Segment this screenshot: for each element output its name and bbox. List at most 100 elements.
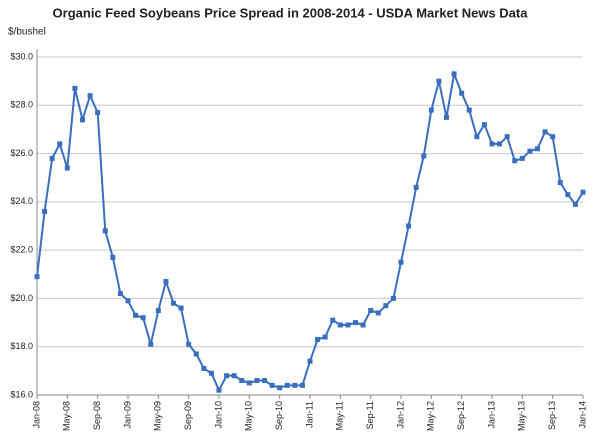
x-tick-label: Jan-12 xyxy=(395,401,405,429)
data-point xyxy=(299,382,305,388)
data-point xyxy=(375,310,381,316)
x-tick-label: May-12 xyxy=(426,401,436,431)
x-tick-label: May-09 xyxy=(153,401,163,431)
data-point xyxy=(254,378,260,384)
data-point xyxy=(512,158,518,164)
data-point xyxy=(345,322,351,328)
x-tick-label: Sep-10 xyxy=(274,401,284,430)
data-point xyxy=(208,370,214,376)
data-point xyxy=(398,259,404,265)
y-tick-label: $20.0 xyxy=(10,293,33,303)
data-point xyxy=(42,209,48,215)
data-point xyxy=(102,228,108,234)
data-point xyxy=(451,71,457,77)
chart-title: Organic Feed Soybeans Price Spread in 20… xyxy=(53,5,529,20)
x-tick-label: Jan-09 xyxy=(122,401,132,429)
data-point xyxy=(269,382,275,388)
data-point xyxy=(519,155,525,161)
data-point xyxy=(155,308,161,313)
x-tick-label: Jan-11 xyxy=(304,401,314,428)
data-point xyxy=(550,134,556,140)
data-point xyxy=(140,315,146,321)
data-point xyxy=(474,134,480,140)
data-point xyxy=(163,279,169,285)
data-point xyxy=(178,305,184,311)
x-tick-label: Sep-12 xyxy=(456,401,466,430)
x-tick-label: May-08 xyxy=(62,401,72,431)
data-point xyxy=(292,382,298,388)
y-tick-label: $16.0 xyxy=(10,389,33,399)
data-point xyxy=(64,165,70,171)
x-tick-label: Sep-09 xyxy=(183,401,193,430)
data-point xyxy=(216,387,222,393)
data-point xyxy=(57,141,63,147)
data-point xyxy=(193,351,199,357)
x-tick-label: May-13 xyxy=(517,401,527,431)
data-point xyxy=(383,303,389,309)
x-tick-label: Jan-10 xyxy=(213,401,223,429)
data-point xyxy=(201,365,207,371)
data-point xyxy=(315,336,321,342)
data-point xyxy=(360,322,366,328)
data-point xyxy=(262,378,267,384)
data-point xyxy=(322,334,328,340)
data-point xyxy=(171,300,176,306)
data-point xyxy=(368,308,374,313)
x-tick-label: May-11 xyxy=(335,401,345,430)
data-point xyxy=(49,155,55,161)
x-tick-label: Jan-08 xyxy=(31,401,41,429)
data-point xyxy=(133,312,139,318)
data-point xyxy=(580,189,586,195)
data-point xyxy=(535,146,540,152)
data-point xyxy=(186,341,192,347)
data-point xyxy=(542,129,548,135)
data-point xyxy=(95,110,101,116)
data-point xyxy=(110,254,116,260)
data-point xyxy=(353,320,358,326)
data-point xyxy=(125,298,131,304)
data-point xyxy=(34,274,40,280)
data-point xyxy=(87,93,93,99)
data-point xyxy=(421,153,427,159)
data-point xyxy=(428,107,434,113)
data-point xyxy=(307,358,313,364)
data-point xyxy=(406,223,412,229)
data-point xyxy=(436,78,442,84)
data-point xyxy=(246,380,252,386)
data-point xyxy=(390,295,396,301)
data-point xyxy=(572,201,578,207)
data-point xyxy=(481,122,487,128)
x-tick-label: Sep-08 xyxy=(92,401,102,430)
data-point xyxy=(497,141,503,147)
data-point xyxy=(413,184,419,190)
data-point xyxy=(504,134,510,140)
data-point xyxy=(444,114,449,120)
data-point xyxy=(148,341,154,347)
data-point xyxy=(239,378,245,384)
data-point xyxy=(277,385,283,391)
x-tick-label: Sep-11 xyxy=(365,401,375,429)
data-point xyxy=(489,141,495,147)
data-point xyxy=(459,90,465,96)
data-point xyxy=(231,373,237,379)
data-point xyxy=(117,291,123,297)
data-point xyxy=(330,317,336,323)
data-point xyxy=(224,373,230,379)
y-axis-label: $/bushel xyxy=(8,27,46,38)
x-tick-label: Jan-13 xyxy=(486,401,496,429)
data-point xyxy=(466,107,472,113)
data-line xyxy=(36,70,584,393)
y-tick-label: $30.0 xyxy=(10,51,33,61)
y-tick-label: $24.0 xyxy=(10,196,33,206)
data-point xyxy=(80,117,85,123)
y-tick-label: $28.0 xyxy=(10,100,33,110)
data-point xyxy=(72,85,78,91)
data-point xyxy=(337,322,343,328)
data-point xyxy=(565,192,571,198)
data-point xyxy=(284,382,290,388)
x-tick-label: May-10 xyxy=(244,401,254,431)
x-tick-label: Jan-14 xyxy=(577,401,587,429)
y-tick-label: $18.0 xyxy=(10,341,33,351)
data-point xyxy=(527,148,533,154)
